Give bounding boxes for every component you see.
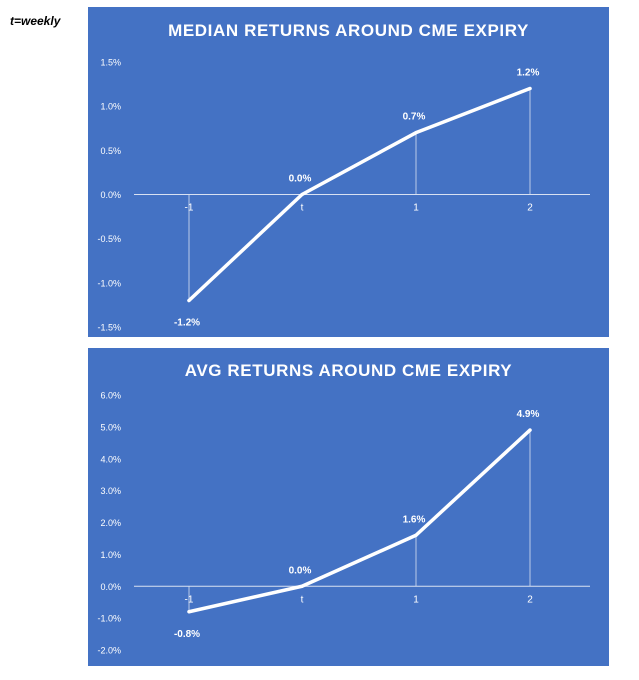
y-tick-label: 1.0%	[100, 550, 121, 560]
data-point	[187, 610, 191, 614]
y-tick-label: 0.0%	[100, 190, 121, 200]
chart-title: MEDIAN RETURNS AROUND CME EXPIRY	[168, 21, 529, 40]
y-tick-label: -1.0%	[97, 614, 121, 624]
data-point	[300, 584, 304, 588]
median-returns-plot: 1.5% 1.0% 0.5% 0.0% -0.5% -1.0% -1.5% -1 t 1 2 -1.2…	[97, 58, 590, 333]
x-tick-label: -1	[185, 594, 194, 605]
series-line	[187, 428, 532, 614]
chart-title: AVG RETURNS AROUND CME EXPIRY	[184, 361, 513, 380]
y-tick-label: -1.0%	[97, 278, 121, 288]
data-point	[414, 533, 418, 537]
data-point	[300, 192, 304, 197]
y-tick-label: -2.0%	[97, 646, 121, 656]
y-tick-label: 0.0%	[100, 582, 121, 592]
data-point	[528, 86, 532, 91]
data-label: 1.6%	[403, 514, 426, 525]
y-tick-label: 4.0%	[100, 454, 121, 464]
x-tick-label: t	[301, 203, 304, 214]
median-returns-chart: MEDIAN RETURNS AROUND CME EXPIRY 1.5% 1.0…	[88, 7, 609, 337]
series-line	[187, 86, 532, 303]
frequency-note: t=weekly	[10, 14, 61, 28]
data-label: -1.2%	[174, 318, 200, 329]
x-tick-label: -1	[185, 203, 194, 214]
x-tick-label: 1	[413, 594, 419, 605]
data-point	[528, 428, 532, 432]
y-tick-label: 1.5%	[100, 58, 121, 68]
y-tick-label: 6.0%	[100, 391, 121, 401]
data-label: -0.8%	[174, 629, 200, 640]
y-tick-label: -0.5%	[97, 234, 121, 244]
data-label: 0.0%	[289, 174, 312, 185]
x-tick-label: 2	[527, 203, 533, 214]
data-label: 4.9%	[517, 409, 540, 420]
y-tick-label: 1.0%	[100, 102, 121, 112]
data-point	[414, 131, 418, 135]
y-tick-label: 5.0%	[100, 422, 121, 432]
data-label: 0.7%	[403, 112, 426, 123]
data-label: 1.2%	[517, 68, 540, 79]
data-label: 0.0%	[289, 565, 312, 576]
x-tick-label: 2	[527, 594, 533, 605]
y-tick-label: 2.0%	[100, 518, 121, 528]
y-tick-label: 3.0%	[100, 486, 121, 496]
avg-returns-chart: AVG RETURNS AROUND CME EXPIRY 6.0% 5.0% 4.…	[88, 348, 609, 666]
x-tick-label: t	[301, 594, 304, 605]
x-tick-label: 1	[413, 203, 419, 214]
y-tick-label: -1.5%	[97, 323, 121, 333]
avg-returns-plot: 6.0% 5.0% 4.0% 3.0% 2.0% 1.0% 0.0% -1.0% -2.0% -1…	[97, 391, 590, 656]
y-tick-label: 0.5%	[100, 146, 121, 156]
data-point	[187, 298, 191, 303]
